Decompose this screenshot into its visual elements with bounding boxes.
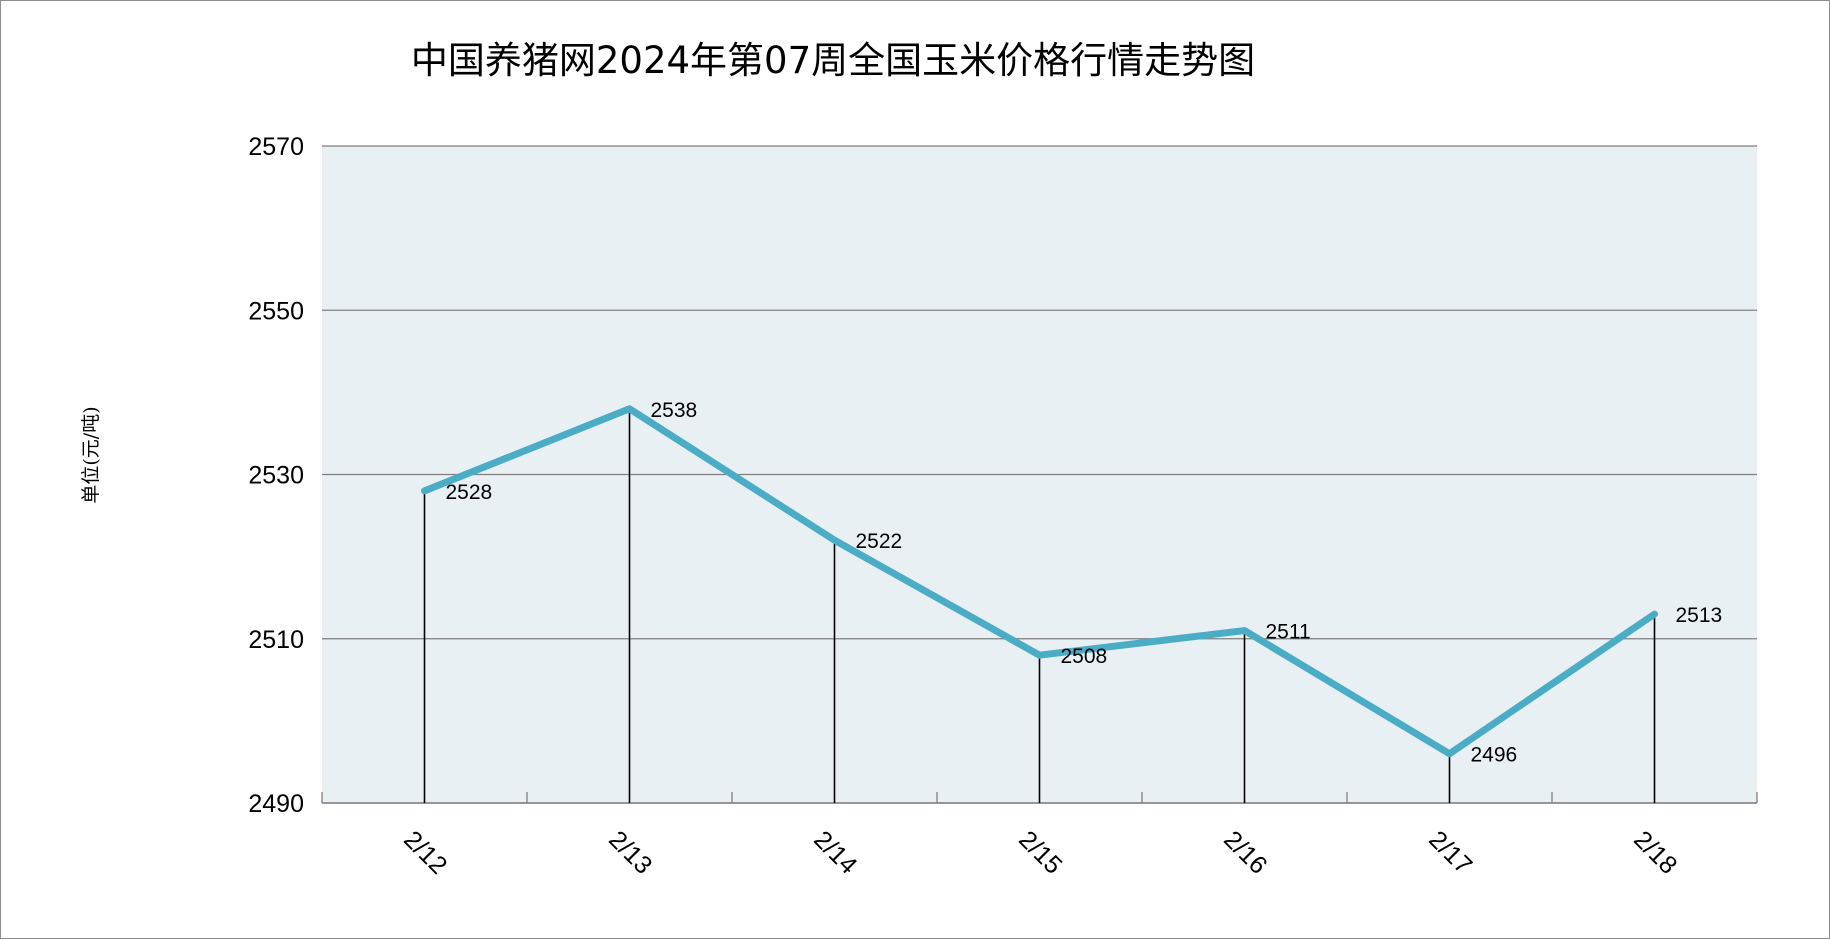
y-tick-label: 2550	[248, 297, 304, 325]
y-tick-label: 2570	[248, 133, 304, 161]
y-tick-label: 2490	[248, 790, 304, 818]
x-tick-label: 2/16	[1218, 825, 1272, 879]
x-tick-label: 2/18	[1628, 825, 1682, 879]
data-label: 2522	[856, 530, 903, 553]
series-line	[421, 405, 1658, 758]
data-label: 2538	[651, 399, 698, 422]
x-tick-label: 2/15	[1013, 825, 1067, 879]
x-tick-label: 2/14	[808, 825, 862, 879]
data-label: 2508	[1061, 645, 1108, 668]
data-label: 2496	[1471, 744, 1518, 767]
y-axis-label: 单位(元/吨)	[80, 406, 102, 503]
x-tick-label: 2/12	[398, 825, 452, 879]
data-labels: 2528 2538 2522 2508 2511 2496 2513	[446, 399, 1723, 767]
y-tick-label: 2510	[248, 626, 304, 654]
data-label: 2513	[1676, 604, 1723, 627]
x-tick-labels: 2/12 2/13 2/14 2/15 2/16 2/17 2/18	[398, 825, 1682, 879]
data-label: 2528	[446, 481, 493, 504]
x-tick-label: 2/17	[1423, 825, 1477, 879]
chart-title: 中国养猪网2024年第07周全国玉米价格行情走势图	[411, 39, 1255, 82]
x-tick-label: 2/13	[603, 825, 657, 879]
drop-lines	[423, 408, 1656, 803]
data-label: 2511	[1266, 621, 1311, 644]
y-tick-labels: 2490 2510 2530 2550 2570	[248, 133, 304, 818]
y-tick-label: 2530	[248, 462, 304, 490]
